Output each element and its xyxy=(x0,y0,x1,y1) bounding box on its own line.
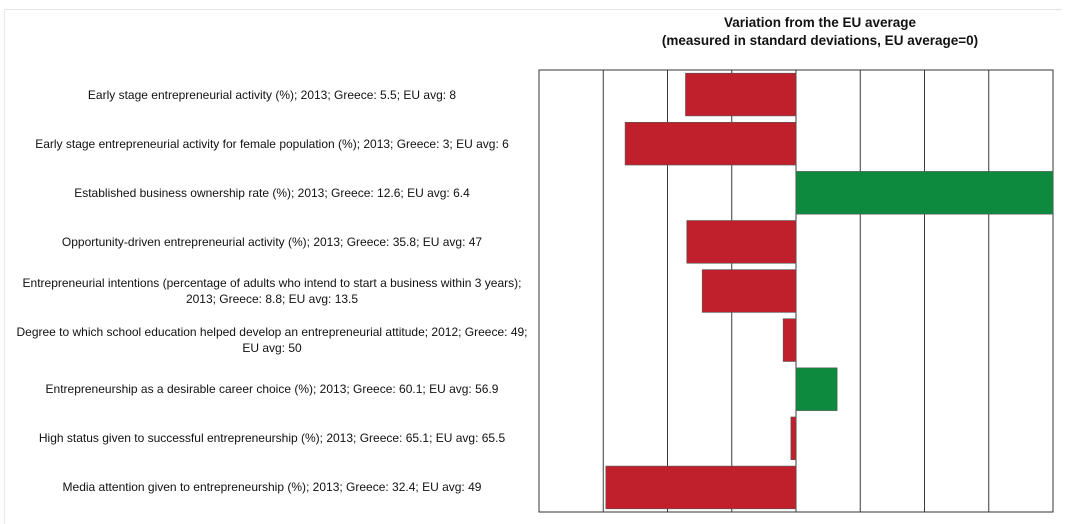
category-label: Established business ownership rate (%);… xyxy=(74,185,470,200)
chart-subtitle: (measured in standard deviations, EU ave… xyxy=(661,33,979,48)
bar xyxy=(790,416,797,460)
category-label: Early stage entrepreneurial activity (%)… xyxy=(87,87,457,102)
left-divider xyxy=(4,9,5,524)
category-label: Opportunity-driven entrepreneurial activ… xyxy=(61,234,483,249)
category-label: Media attention given to entrepreneurshi… xyxy=(62,480,482,495)
category-label: Early stage entrepreneurial activity for… xyxy=(35,136,509,151)
category-label: Entrepreneurial intentions (percentage o… xyxy=(22,276,522,306)
bar xyxy=(795,171,1054,215)
bar xyxy=(701,269,797,313)
bar xyxy=(605,465,797,510)
category-label: High status given to successful entrepre… xyxy=(38,431,506,446)
category-label: Degree to which school education helped … xyxy=(16,325,528,356)
category-label: Entrepreneurship as a desirable career c… xyxy=(45,382,499,397)
bar xyxy=(624,122,797,166)
chart-title-block: Variation from the EU average (measured … xyxy=(600,14,1040,50)
top-divider xyxy=(4,9,1062,10)
bar xyxy=(795,367,838,411)
bar xyxy=(685,72,797,117)
chart-title: Variation from the EU average xyxy=(723,15,917,30)
bar xyxy=(782,318,797,362)
bar xyxy=(686,220,797,264)
